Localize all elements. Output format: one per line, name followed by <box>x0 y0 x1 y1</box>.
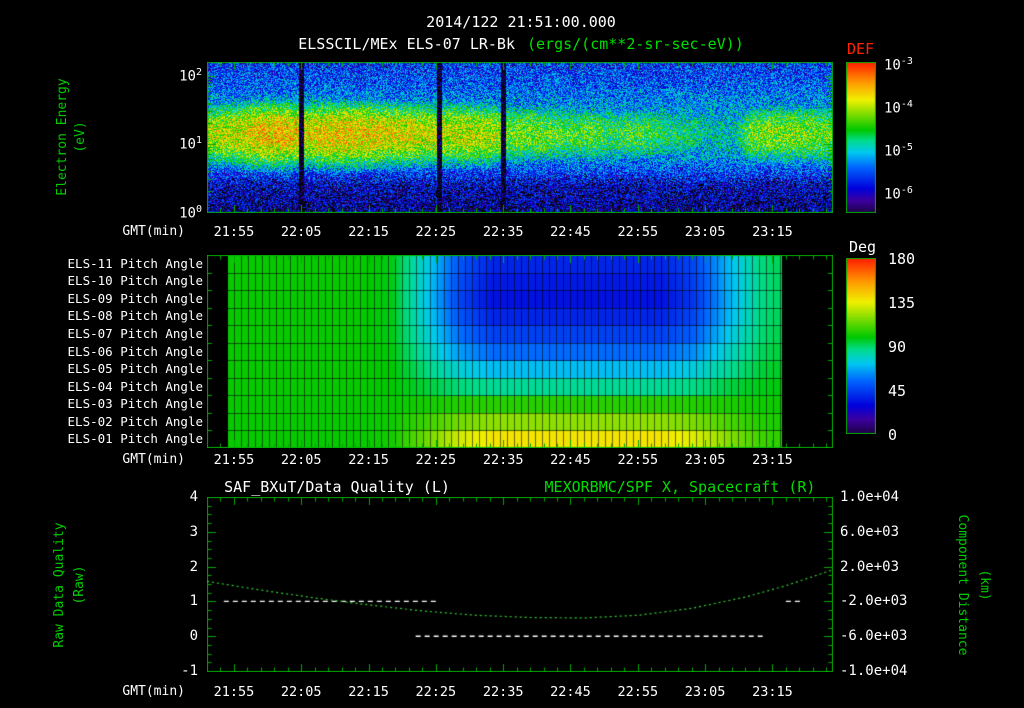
timeseries-ylabel-right: Component Distance <box>955 514 970 656</box>
x-tick-label: 22:25 <box>415 684 457 700</box>
colorbar-tick-label: 0 <box>888 426 898 444</box>
colorbar-tick-label: 135 <box>888 294 916 312</box>
colorbar-tick-label: 10-6 <box>884 185 913 204</box>
x-tick-label: 22:45 <box>550 224 591 240</box>
pitch-row-label: ELS-08 Pitch Angle <box>67 308 203 324</box>
y-tick-label: 101 <box>179 135 202 154</box>
colorbar-tick-label: 45 <box>888 382 907 400</box>
spectrogram-canvas <box>207 62 833 213</box>
pitch-row-label: ELS-07 Pitch Angle <box>67 325 203 341</box>
timeseries-title-left: SAF_BXuT/Data Quality (L) <box>224 478 450 496</box>
x-tick-label: 22:55 <box>617 452 659 468</box>
y-right-tick-label: 2.0e+03 <box>840 558 900 575</box>
y-tick-label: 0 <box>189 628 198 645</box>
x-tick-label: 22:25 <box>415 224 457 240</box>
y-tick-label: 102 <box>179 66 202 85</box>
x-tick-label: 21:55 <box>213 684 255 700</box>
spectrogram-ylabel-units: (eV) <box>73 121 88 153</box>
x-tick-label: 23:05 <box>684 224 726 240</box>
pitch-row-label: ELS-09 Pitch Angle <box>67 290 203 306</box>
x-tick-label: 22:55 <box>617 684 659 700</box>
colorbar-tick-label: 10-3 <box>884 56 913 74</box>
gmt-label-spectrogram: GMT(min) <box>122 224 185 239</box>
gmt-label-pitch: GMT(min) <box>122 452 185 467</box>
x-tick-label: 22:05 <box>280 224 322 240</box>
gmt-label-timeseries: GMT(min) <box>122 684 185 699</box>
colorbar-tick-label: 90 <box>888 338 907 356</box>
x-tick-label: 23:05 <box>684 452 726 468</box>
x-tick-label: 23:05 <box>684 684 726 700</box>
timeseries-ylabel-left-units: (Raw) <box>72 565 87 605</box>
x-tick-label: 22:15 <box>348 452 389 468</box>
colorbar-tick-label: 180 <box>888 250 916 268</box>
colorbar-tick-label: 10-5 <box>884 142 913 160</box>
timeseries-title-right: MEXORBMC/SPF X, Spacecraft (R) <box>544 478 816 496</box>
x-tick-label: 23:15 <box>752 224 793 240</box>
x-tick-label: 22:55 <box>617 224 659 240</box>
y-tick-label: 1 <box>189 593 198 610</box>
x-tick-label: 22:35 <box>482 452 524 468</box>
deg-colorbar-canvas <box>846 258 876 434</box>
title-datetime: 2014/122 21:51:00.000 <box>426 13 616 31</box>
y-right-tick-label: 1.0e+04 <box>840 489 900 505</box>
timeseries-canvas <box>207 497 833 672</box>
colorbar-tick-label: 10-4 <box>884 99 913 117</box>
pitch-row-label: ELS-02 Pitch Angle <box>67 413 203 429</box>
x-tick-label: 22:25 <box>415 452 457 468</box>
x-tick-label: 21:55 <box>213 224 255 240</box>
x-tick-label: 22:35 <box>482 224 524 240</box>
timeseries-ylabel-left: Raw Data Quality <box>52 522 67 648</box>
pitch-row-label: ELS-01 Pitch Angle <box>67 431 203 447</box>
y-tick-label: 2 <box>189 558 198 575</box>
x-tick-label: 22:45 <box>550 684 591 700</box>
pitch-row-label: ELS-05 Pitch Angle <box>67 361 203 377</box>
x-tick-label: 21:55 <box>213 452 255 468</box>
def-colorbar-canvas <box>846 62 876 213</box>
y-tick-label: -1 <box>181 663 198 679</box>
x-tick-label: 22:35 <box>482 684 524 700</box>
y-tick-label: 3 <box>189 523 198 540</box>
timeseries-ylabel-right-units: (km) <box>977 569 992 601</box>
y-tick-label: 100 <box>179 204 202 222</box>
pitch-row-label: ELS-11 Pitch Angle <box>67 255 203 271</box>
def-colorbar-title: DEF <box>847 40 875 58</box>
x-tick-label: 22:05 <box>280 684 322 700</box>
pitch-row-label: ELS-06 Pitch Angle <box>67 343 203 359</box>
x-tick-label: 23:15 <box>752 684 793 700</box>
pitch-row-label: ELS-03 Pitch Angle <box>67 396 203 412</box>
y-right-tick-label: -2.0e+03 <box>840 593 908 610</box>
y-tick-label: 4 <box>189 489 198 505</box>
pitch-row-label: ELS-10 Pitch Angle <box>67 273 203 289</box>
deg-colorbar-title: Deg <box>849 238 877 256</box>
pitch-angle-canvas <box>207 255 833 448</box>
x-tick-label: 23:15 <box>752 452 793 468</box>
x-tick-label: 22:15 <box>348 684 389 700</box>
pitch-row-label: ELS-04 Pitch Angle <box>67 378 203 394</box>
y-right-tick-label: -1.0e+04 <box>840 663 908 679</box>
spectrogram-ylabel: Electron Energy <box>55 78 70 196</box>
x-tick-label: 22:15 <box>348 224 389 240</box>
title-instrument: ELSSCIL/MEx ELS-07 LR-Bk <box>298 35 515 53</box>
y-right-tick-label: 6.0e+03 <box>840 523 900 540</box>
x-tick-label: 22:05 <box>280 452 322 468</box>
x-tick-label: 22:45 <box>550 452 591 468</box>
title-line: ELSSCIL/MEx ELS-07 LR-Bk (ergs/(cm**2-sr-… <box>0 35 1024 53</box>
y-right-tick-label: -6.0e+03 <box>840 628 908 645</box>
title-units: (ergs/(cm**2-sr-sec-eV)) <box>527 35 744 53</box>
